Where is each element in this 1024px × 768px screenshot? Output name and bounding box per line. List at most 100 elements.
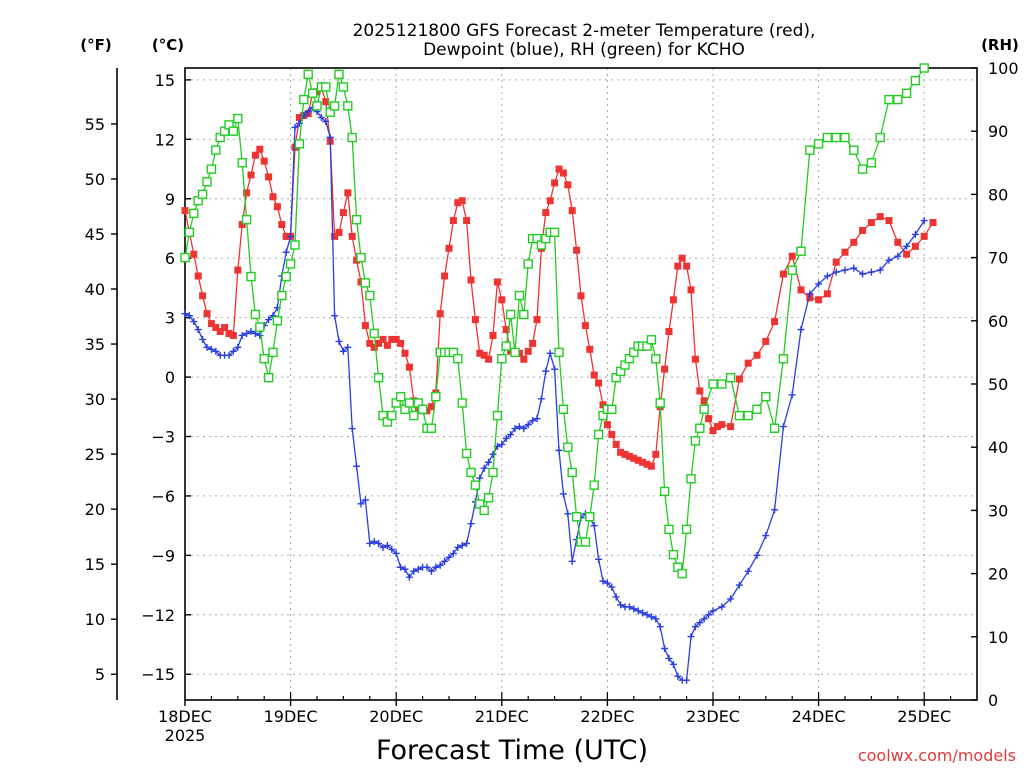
temperature-point [436,310,444,318]
rh-point [303,69,313,80]
rh-point [752,404,762,414]
rh-point [312,101,322,111]
rh-point [417,404,428,414]
temperature-point [489,331,497,339]
rh-point [211,145,221,155]
temperature-point [643,460,651,468]
temperature-point [520,355,528,363]
rh-point [677,568,687,579]
rh-point [360,278,371,288]
rh-point [505,309,516,320]
dewpoint-point [850,264,858,272]
rh-tick-label: 90 [988,122,1008,141]
dewpoint-point [485,458,493,466]
rh-point [351,214,362,225]
dewpoint-point [194,326,202,334]
dewpoint-point [405,573,413,581]
temperature-point [832,258,840,266]
dewpoint-point [595,555,603,563]
temperature-point [595,379,603,387]
celsius-tick-label: −6 [151,487,175,506]
temperature-point [603,421,611,429]
dewpoint-point [366,539,374,547]
dewpoint-point [691,623,699,631]
rh-point [725,372,736,383]
temperature-point [713,423,721,431]
dewpoint-point [379,543,387,551]
dewpoint-point [674,672,682,680]
rh-point [769,423,780,433]
rh-tick-label: 20 [988,565,1008,584]
rh-point [796,246,806,256]
dewpoint-point [449,549,457,557]
dewpoint-point [520,425,528,433]
celsius-tick-label: −3 [151,428,175,447]
rh-point [514,290,525,301]
temperature-point [194,272,202,280]
dewpoint-point [524,421,532,429]
temperature-point [493,278,501,286]
dewpoint-point [454,543,462,551]
rh-point [805,145,815,155]
rh-point [180,252,190,263]
dewpoint-point [300,112,308,120]
rh-point [233,113,243,124]
x-tick-label: 19DEC [264,707,318,726]
temperature-point [449,217,457,225]
dewpoint-point [212,347,220,355]
rh-point [563,442,573,452]
rh-point [699,404,709,414]
rh-point [607,404,617,414]
temperature-point [370,343,378,351]
rh-point [431,391,441,402]
temperature-point [480,351,488,359]
rh-tick-label: 40 [988,438,1008,457]
dewpoint-point [370,538,378,546]
rh-point [717,379,727,389]
dewpoint-point [467,520,475,528]
rh-point [497,354,507,364]
dewpoint-point [282,248,290,256]
temperature-point [687,286,695,294]
celsius-unit-label: (°C) [152,36,184,54]
temperature-point [885,217,893,225]
rh-point [690,436,701,446]
dewpoint-point [291,123,299,131]
rh-point [708,379,718,389]
rh-point [849,145,859,155]
temperature-point [867,219,875,227]
rh-point [255,322,265,332]
temperature-point [190,250,198,258]
temperature-point [401,349,409,357]
temperature-point [696,387,704,395]
fahrenheit-tick-label: 10 [85,610,105,629]
dewpoint-point [515,423,523,431]
dewpoint-point [185,312,193,320]
dewpoint-point [885,256,893,264]
rh-point [369,328,379,339]
rh-point [567,467,577,478]
temperature-point [546,197,554,205]
temperature-point [256,145,264,153]
temperature-point [529,339,537,347]
temperature-point [216,327,224,335]
rh-point [404,398,415,408]
dewpoint-point [247,327,255,335]
dewpoint-point [727,595,735,603]
dewpoint-point [287,232,295,240]
temperature-point [841,248,849,256]
rh-point [246,271,256,282]
rh-point [197,189,208,200]
dewpoint-point [423,563,431,571]
dewpoint-point [234,343,242,351]
temperature-point [229,331,237,339]
chart-title-line1: 2025121800 GFS Forecast 2-meter Temperat… [353,21,816,41]
dewpoint-point [432,563,440,571]
rh-point [241,214,252,225]
temperature-point [920,232,928,240]
axes: 15129630−3−6−9−12−1555504540353025201510… [85,59,1019,745]
temperature-point [199,292,207,300]
temperature-point [608,431,616,439]
dewpoint-point [392,549,400,557]
dewpoint-point [806,290,814,298]
